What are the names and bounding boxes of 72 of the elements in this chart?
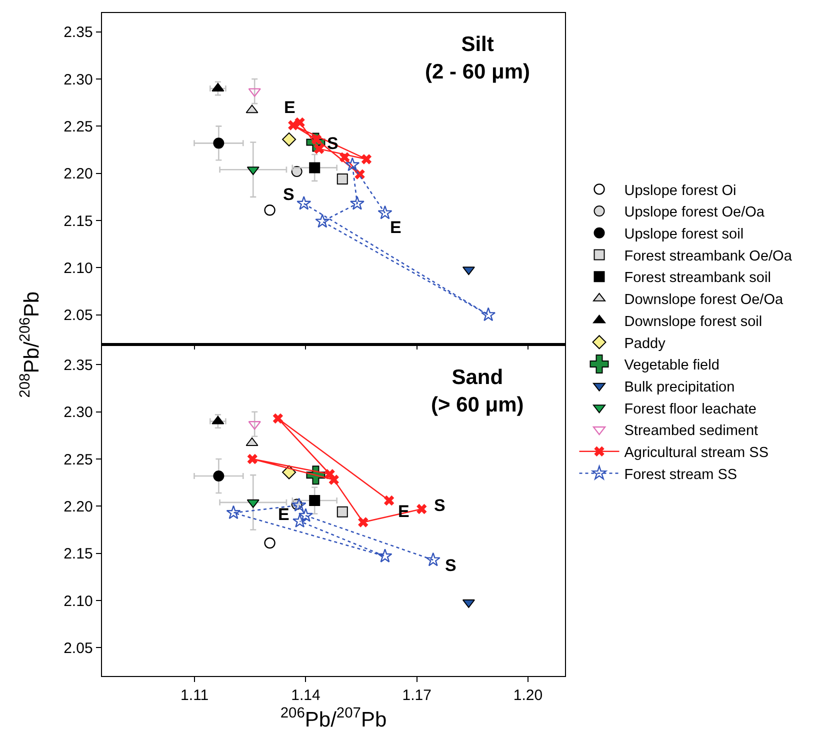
annotation: E: [390, 218, 402, 237]
point: [378, 205, 392, 220]
point: [264, 537, 276, 549]
y-tick-label: 2.30: [64, 404, 93, 422]
point: [296, 196, 312, 210]
y-tick-label: 2.35: [64, 24, 93, 42]
legend-label: Forest stream SS: [624, 466, 738, 483]
point: [426, 552, 440, 566]
y-tick-label: 2.30: [64, 71, 93, 88]
x-axis-title: $^{206}$Pb/$^{207}$Pb: [280, 705, 387, 732]
y-tick-label: 2.10: [64, 260, 93, 277]
point: [345, 157, 360, 172]
point: [416, 504, 427, 514]
point: [340, 152, 350, 162]
annotation: S: [283, 185, 294, 204]
legend-label: Forest floor leachate: [624, 401, 756, 418]
point: [378, 548, 392, 562]
point: [336, 506, 348, 518]
y-tick-label: 2.20: [64, 498, 93, 516]
point: [292, 498, 306, 512]
point: [324, 469, 335, 480]
legend-label: Bulk precipitation: [624, 379, 735, 396]
annotation: E: [278, 505, 290, 524]
legend-label: Downslope forest soil: [624, 314, 762, 330]
point: [361, 154, 372, 164]
point: [213, 138, 224, 149]
point: [282, 132, 296, 146]
x-tick-label: 1.11: [180, 687, 209, 704]
point: [226, 505, 241, 520]
text: Silt (2 - 60 μm): [425, 33, 530, 84]
point: [315, 214, 330, 228]
point: [481, 307, 496, 322]
point: [298, 508, 313, 522]
point: [272, 413, 284, 424]
point: [336, 174, 348, 185]
point: [314, 144, 324, 154]
y-tick-label: 2.05: [64, 307, 93, 324]
point: [292, 514, 308, 528]
annotation: S: [445, 556, 456, 575]
y-tick-label: 2.05: [64, 640, 93, 657]
y-tick-label: 2.15: [64, 212, 93, 230]
point: [309, 495, 320, 506]
point: [294, 117, 305, 128]
point: [264, 204, 276, 216]
annotation: E: [284, 98, 296, 117]
legend-label: Paddy: [624, 336, 666, 352]
legend-label: Downslope forest Oe/Oa: [624, 292, 784, 308]
point: [309, 162, 320, 174]
y-tick-label: 2.25: [64, 451, 93, 468]
point: [384, 495, 394, 506]
text: Sand (> 60 μm): [431, 366, 524, 416]
y-tick-label: 2.35: [64, 356, 93, 374]
legend-label: Vegetable field: [624, 358, 720, 374]
y-tick-label: 2.10: [64, 592, 93, 610]
legend-label: Agricultural stream SS: [624, 445, 769, 462]
point: [358, 517, 368, 528]
x-tick-label: 1.17: [402, 687, 432, 704]
legend-label: Upslope forest Oi: [624, 182, 736, 199]
legend-label: Forest streambank Oe/Oa: [624, 248, 793, 264]
annotation: S: [434, 496, 446, 515]
y-tick-label: 2.25: [64, 118, 93, 136]
x-tick-label: 1.14: [291, 687, 320, 704]
legend-label: Upslope forest Oe/Oa: [624, 204, 766, 221]
legend-label: Forest streambank soil: [624, 270, 771, 286]
point: [247, 454, 258, 464]
point: [350, 196, 364, 210]
x-tick-label: 1.20: [513, 687, 543, 704]
legend-label: Streambed sediment: [624, 423, 758, 440]
point: [213, 470, 224, 482]
y-tick-label: 2.20: [64, 166, 93, 183]
legend-label: Upslope forest soil: [624, 226, 744, 243]
y-tick-label: 2.15: [64, 546, 93, 563]
